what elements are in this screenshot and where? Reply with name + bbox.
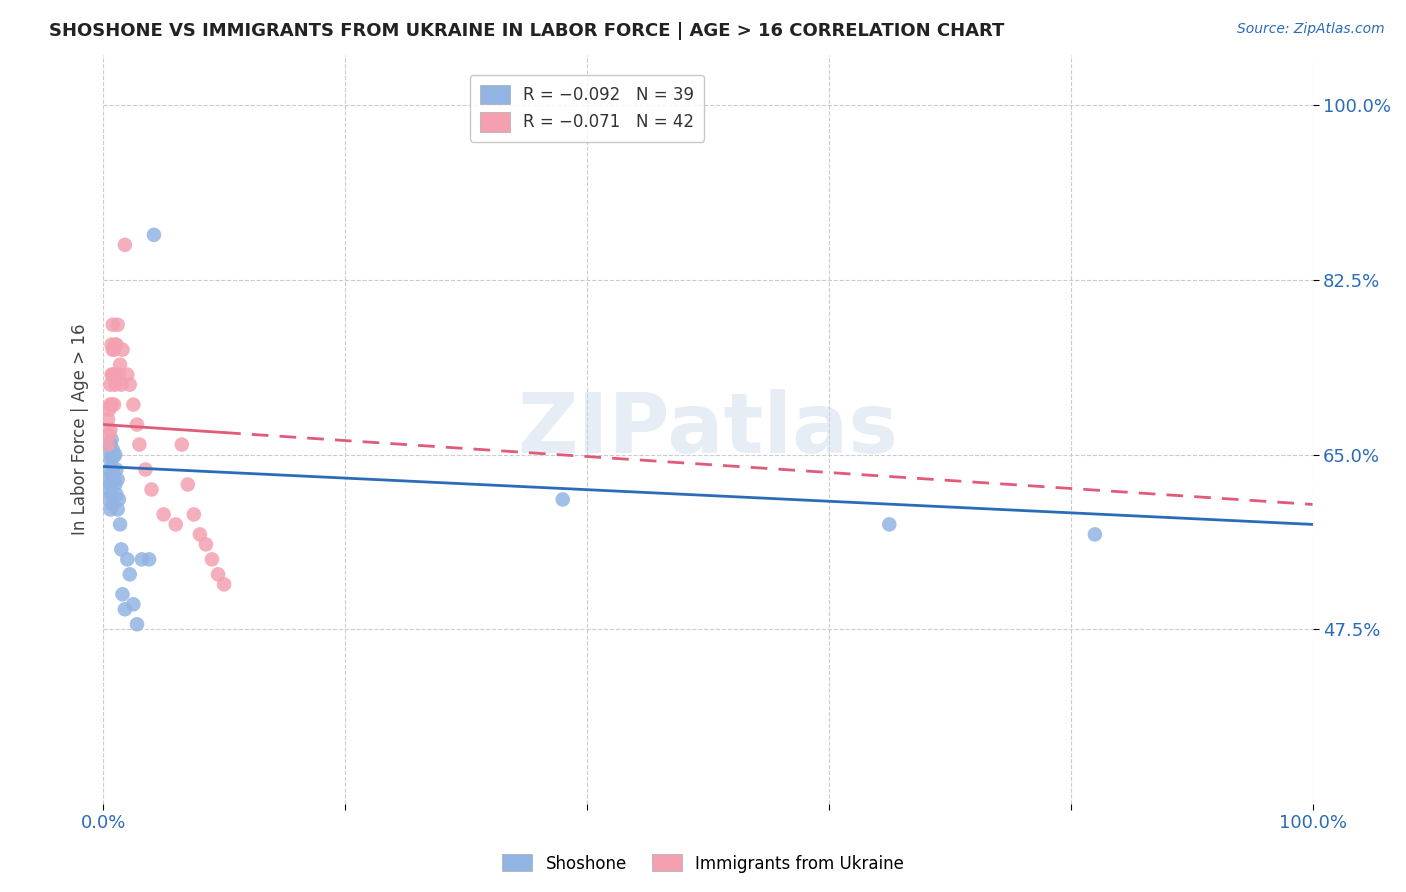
Text: SHOSHONE VS IMMIGRANTS FROM UKRAINE IN LABOR FORCE | AGE > 16 CORRELATION CHART: SHOSHONE VS IMMIGRANTS FROM UKRAINE IN L… [49, 22, 1004, 40]
Point [118, 567, 141, 582]
Point [110, 377, 132, 392]
Point [97, 437, 120, 451]
Point [114, 602, 136, 616]
Point [104, 377, 127, 392]
Point [138, 552, 160, 566]
Point [107, 502, 129, 516]
Point [125, 617, 148, 632]
Legend: R = −0.092   N = 39, R = −0.071   N = 42: R = −0.092 N = 39, R = −0.071 N = 42 [470, 75, 704, 142]
Point [152, 508, 174, 522]
Point [98, 462, 121, 476]
Point [131, 552, 153, 566]
Point [97, 473, 120, 487]
Point [1084, 527, 1107, 541]
Point [100, 452, 122, 467]
Point [122, 398, 145, 412]
Point [108, 358, 131, 372]
Point [98, 442, 121, 457]
Point [107, 473, 129, 487]
Point [165, 517, 187, 532]
Point [111, 587, 134, 601]
Point [100, 433, 122, 447]
Point [170, 437, 193, 451]
Text: Source: ZipAtlas.com: Source: ZipAtlas.com [1237, 22, 1385, 37]
Point [103, 473, 125, 487]
Point [108, 517, 131, 532]
Y-axis label: In Labor Force | Age > 16: In Labor Force | Age > 16 [72, 324, 89, 535]
Point [114, 237, 136, 252]
Point [125, 417, 148, 432]
Point [100, 423, 122, 437]
Point [101, 462, 124, 476]
Legend: Shoshone, Immigrants from Ukraine: Shoshone, Immigrants from Ukraine [495, 847, 911, 880]
Point [100, 368, 122, 382]
Point [111, 343, 134, 357]
Point [101, 498, 124, 512]
Point [122, 597, 145, 611]
Point [188, 527, 211, 541]
Point [100, 450, 122, 464]
Point [101, 318, 124, 332]
Point [107, 318, 129, 332]
Point [128, 437, 150, 451]
Point [100, 398, 122, 412]
Point [183, 508, 205, 522]
Point [101, 343, 124, 357]
Point [177, 477, 200, 491]
Point [98, 483, 121, 497]
Point [101, 368, 124, 382]
Point [105, 487, 128, 501]
Text: ZIPatlas: ZIPatlas [517, 389, 898, 470]
Point [100, 398, 122, 412]
Point [194, 537, 217, 551]
Point [201, 552, 224, 566]
Point [100, 487, 122, 501]
Point [104, 477, 127, 491]
Point [104, 448, 127, 462]
Point [100, 377, 122, 392]
Point [100, 337, 122, 351]
Point [134, 462, 156, 476]
Point [141, 483, 163, 497]
Point [100, 467, 122, 482]
Point [98, 427, 121, 442]
Point [100, 502, 122, 516]
Point [105, 337, 128, 351]
Point [142, 227, 165, 242]
Point [101, 442, 124, 457]
Point [212, 577, 235, 591]
Point [207, 567, 229, 582]
Point [103, 343, 125, 357]
Point [97, 412, 120, 426]
Point [103, 368, 125, 382]
Point [117, 368, 139, 382]
Point [103, 398, 125, 412]
Point [105, 462, 128, 476]
Point [103, 450, 125, 464]
Point [110, 542, 132, 557]
Point [100, 437, 122, 451]
Point [104, 337, 127, 351]
Point [551, 492, 574, 507]
Point [118, 377, 141, 392]
Point [108, 492, 131, 507]
Point [108, 368, 131, 382]
Point [877, 517, 900, 532]
Point [100, 477, 122, 491]
Point [98, 402, 121, 417]
Point [97, 492, 120, 507]
Point [117, 552, 139, 566]
